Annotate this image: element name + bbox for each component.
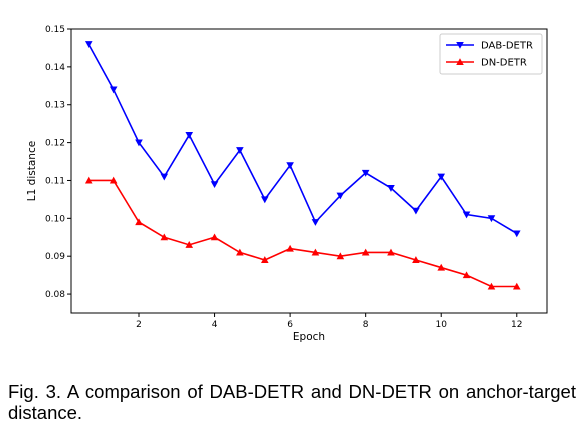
data-point-dab-detr	[261, 196, 269, 204]
legend-marker-dn-detr	[456, 58, 464, 66]
data-point-dab-detr	[84, 41, 93, 48]
y-tick-label: 0.14	[45, 63, 65, 73]
data-point-dn-detr	[462, 271, 471, 279]
y-axis-label: L1 distance	[26, 141, 38, 201]
line-chart: 0.08 0.09 0.10 0.11 0.12 0.13 0.14 0.15 2 4 6 8 10 1…	[26, 25, 548, 343]
series-line-dab-detr	[88, 43, 518, 235]
x-tick-label: 4	[212, 320, 218, 330]
data-point-dn-detr	[311, 248, 320, 256]
data-point-dab-detr	[437, 173, 446, 181]
data-point-dab-detr	[311, 219, 320, 226]
y-axis: 0.08 0.09 0.10 0.11 0.12 0.13 0.14 0.15	[45, 25, 71, 300]
legend: DAB-DETR DN-DETR	[439, 33, 543, 75]
data-point-dn-detr	[437, 263, 446, 271]
x-tick-label: 6	[287, 320, 293, 330]
x-tick-label: 10	[435, 320, 447, 330]
data-point-dab-detr	[160, 173, 169, 181]
data-point-dab-detr	[361, 169, 370, 177]
data-point-dn-detr	[261, 256, 269, 264]
data-point-dn-detr	[84, 176, 93, 184]
data-point-dab-detr	[286, 162, 294, 170]
data-point-dn-detr	[185, 241, 194, 248]
data-point-dab-detr	[412, 207, 420, 215]
data-point-dab-detr	[109, 86, 118, 94]
legend-marker-dab-detr	[456, 41, 464, 49]
legend-label-dab-detr: DAB-DETR	[481, 41, 533, 52]
legend-box	[439, 33, 543, 75]
data-point-dn-detr	[361, 248, 370, 256]
data-point-dab-detr	[210, 181, 219, 189]
data-point-dn-detr	[286, 244, 294, 252]
y-tick-label: 0.08	[45, 290, 65, 300]
series-line-dn-detr	[88, 179, 517, 288]
data-point-dab-detr	[462, 211, 471, 219]
x-axis-label: Epoch	[293, 331, 325, 343]
y-tick-label: 0.12	[45, 139, 65, 149]
series-layer	[84, 41, 521, 290]
x-tick-label: 8	[363, 320, 369, 330]
data-point-dn-detr	[160, 233, 169, 241]
x-tick-label: 12	[511, 320, 522, 330]
data-point-dab-detr	[512, 230, 521, 238]
data-point-dn-detr	[336, 252, 345, 260]
data-point-dn-detr	[487, 282, 496, 290]
legend-items: DAB-DETR DN-DETR	[446, 41, 533, 69]
y-tick-label: 0.10	[45, 214, 65, 224]
data-point-dn-detr	[387, 248, 395, 256]
data-point-dn-detr	[236, 248, 244, 256]
y-tick-label: 0.13	[45, 101, 65, 111]
x-tick-label: 2	[136, 320, 142, 330]
figure-caption: Fig. 3. A comparison of DAB-DETR and DN-…	[8, 381, 576, 423]
y-tick-label: 0.15	[45, 25, 65, 35]
data-point-dn-detr	[412, 256, 420, 264]
legend-label-dn-detr: DN-DETR	[481, 58, 527, 69]
data-point-dn-detr	[109, 176, 118, 184]
x-axis: 2 4 6 8 10 12	[136, 313, 523, 330]
plot-area	[70, 28, 548, 314]
data-point-dab-detr	[185, 131, 194, 139]
y-tick-label: 0.09	[45, 252, 65, 262]
data-point-dn-detr	[512, 282, 521, 290]
data-point-dab-detr	[336, 192, 345, 200]
data-point-dab-detr	[387, 185, 395, 192]
data-point-dn-detr	[135, 218, 143, 226]
data-point-dab-detr	[135, 139, 143, 147]
data-point-dab-detr	[487, 215, 496, 223]
y-tick-label: 0.11	[45, 176, 65, 186]
data-point-dab-detr	[236, 147, 244, 154]
data-point-dn-detr	[210, 233, 219, 241]
